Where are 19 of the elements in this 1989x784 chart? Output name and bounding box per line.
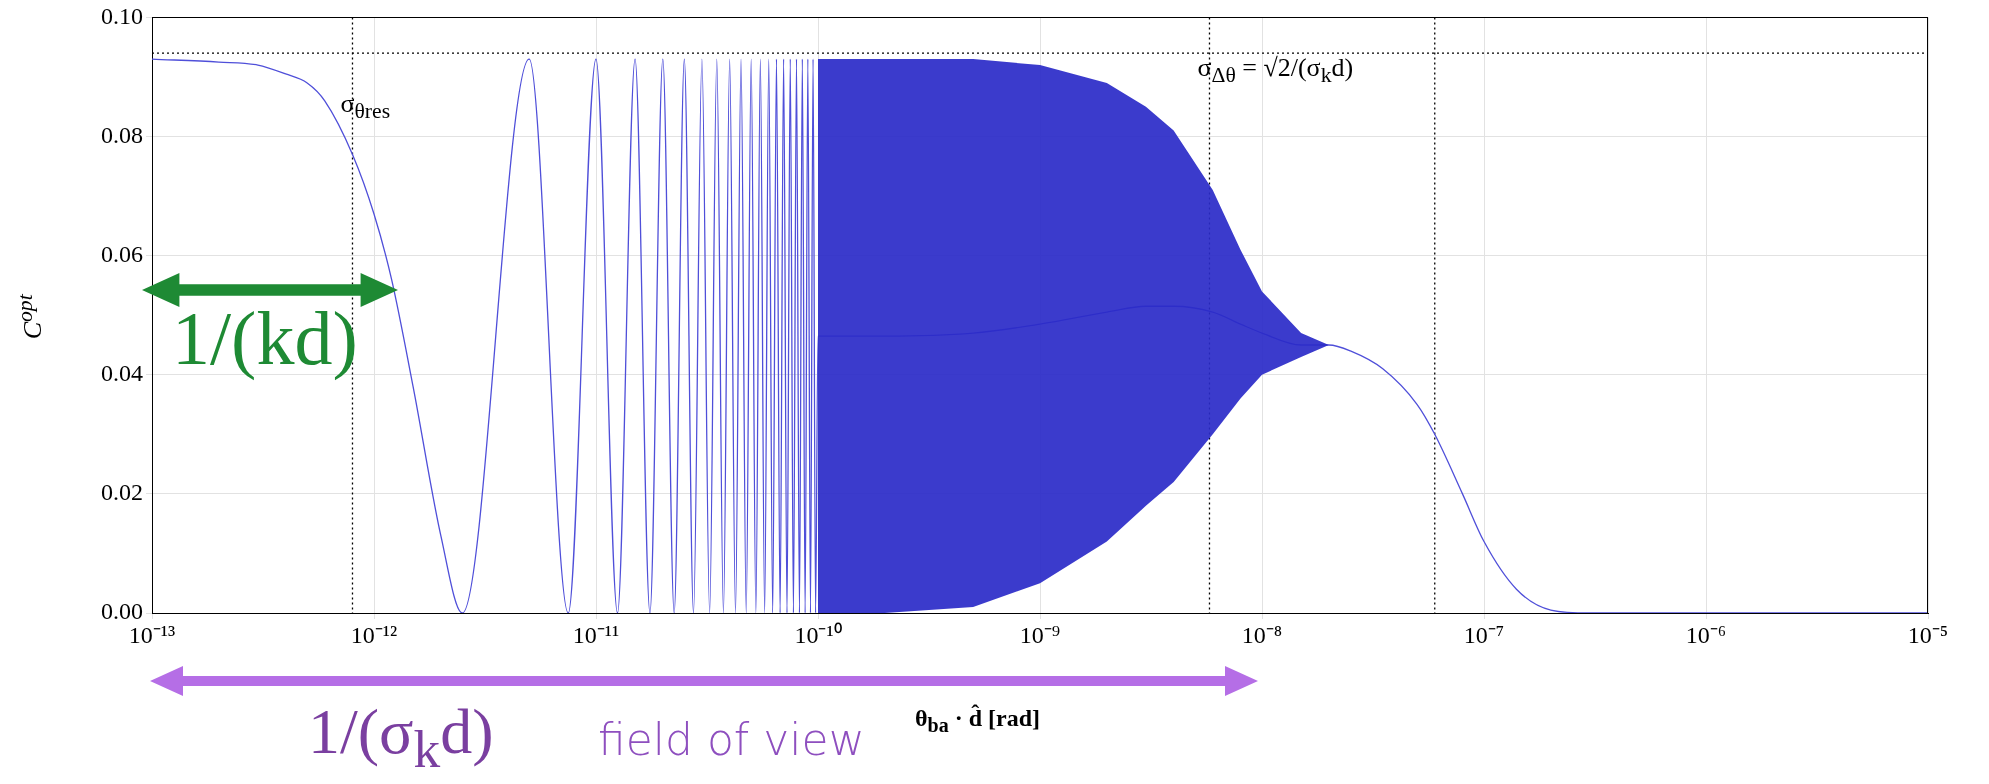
y-tick-label: 0.10 [101,2,143,29]
text: field of view [598,714,865,765]
text: 1/(σ$_{k}$d) [308,696,494,779]
x-tick-label: 10⁻¹⁰ [794,621,842,648]
annotation: 1/(kd) [172,296,358,380]
x-tick-label: 10⁻⁷ [1463,621,1505,648]
x-tick-label: 10⁻⁸ [1241,621,1283,648]
y-tick-label: 0.02 [101,479,143,506]
x-tick-label: 10⁻⁶ [1685,621,1727,648]
y-tick-label: 0.04 [101,360,143,387]
x-tick-label: 10⁻¹¹ [572,621,620,648]
y-tick-label: 0.06 [101,240,143,267]
x-tick-label: 10⁻¹² [350,621,398,648]
annotation: σ$_{θres}$ [340,88,391,123]
y-tick-label: 0.08 [101,121,143,148]
x-tick-label: 10⁻⁵ [1907,621,1949,648]
annotation: σ$_{Δθ}$ = √2/(σ$_{k}$d) [1197,52,1354,88]
x-tick-label: 10⁻⁹ [1019,621,1061,648]
x-axis-title: θ$_{ba}$ · d̂ [rad] [915,703,1040,738]
